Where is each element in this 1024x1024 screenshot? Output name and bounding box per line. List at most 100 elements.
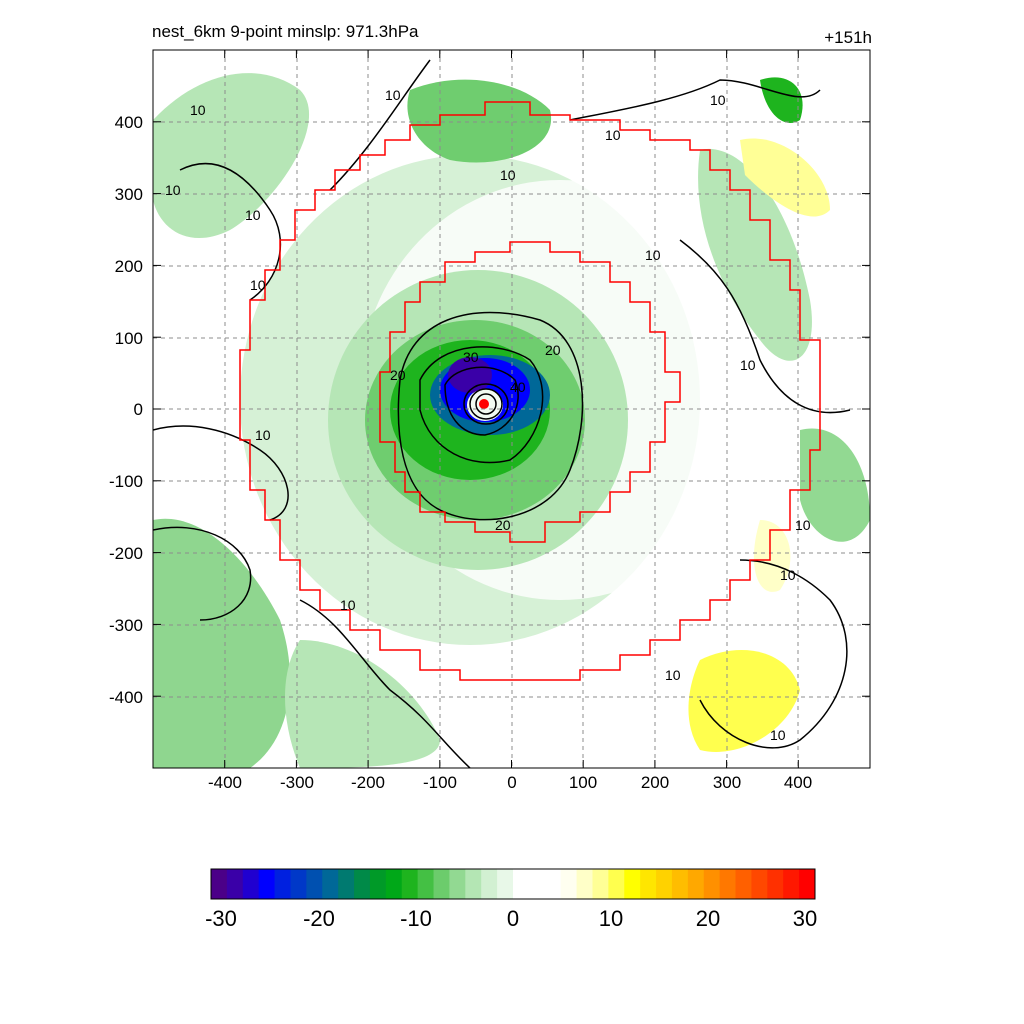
colorbar-swatch	[671, 869, 689, 899]
colorbar-tick-label: -10	[400, 906, 432, 931]
colorbar-swatch	[640, 869, 657, 899]
colorbar-swatch	[560, 869, 578, 899]
contour-label: 10	[795, 517, 811, 533]
colorbar-swatch	[735, 869, 752, 899]
colorbar-swatch	[211, 869, 228, 899]
colorbar-swatch	[226, 869, 244, 899]
outer-nest-boundary	[239, 101, 821, 681]
colorbar-tick-label: 10	[599, 906, 623, 931]
nest-boundaries	[239, 101, 821, 681]
contour-labels: 10 10 10 10 10 10 10 10 10 10 10 10 10 1…	[165, 87, 811, 743]
colorbar-swatch	[783, 869, 800, 899]
y-tick-label: 100	[115, 329, 143, 348]
contour-label: 10	[770, 727, 786, 743]
colorbar-tick-label: 30	[793, 906, 817, 931]
colorbar-swatch	[719, 869, 737, 899]
contour-10-east	[679, 239, 851, 414]
contour-10-north	[329, 59, 431, 191]
x-tick-label: 300	[713, 773, 741, 792]
contour-label: 40	[510, 379, 526, 395]
colorbar-swatch	[449, 869, 466, 899]
y-tick-label: 300	[115, 185, 143, 204]
contour-label: 20	[390, 367, 406, 383]
eye-contour-2	[469, 388, 503, 420]
eye-contour-3	[475, 393, 497, 415]
contour-10-northeast	[569, 79, 821, 121]
colorbar-swatch	[656, 869, 673, 899]
x-tick-label: 400	[784, 773, 812, 792]
northeast-dark-green-patch	[760, 77, 803, 124]
inner-nest-boundary	[379, 241, 681, 543]
y-tick-label: -100	[109, 472, 143, 491]
colorbar-swatch	[608, 869, 625, 899]
contour-10-west	[153, 425, 289, 521]
contour-label: 10	[190, 102, 206, 118]
southeast-yellow-patch	[688, 650, 800, 752]
colorbar-tick-label: 20	[696, 906, 720, 931]
contour-label: 10	[250, 277, 266, 293]
colorbar-frame	[210, 868, 816, 900]
colorbar-swatch	[497, 869, 514, 899]
colorbar-swatch	[687, 869, 705, 899]
x-tick-label: -100	[423, 773, 457, 792]
storm-center-marker	[479, 399, 489, 409]
contour-label: 10	[740, 357, 756, 373]
contour-40	[444, 366, 519, 436]
colorbar-tick-label: -20	[303, 906, 335, 931]
colorbar-swatch	[799, 869, 816, 899]
contour-label: 10	[605, 127, 621, 143]
x-axis-labels: -400 -300 -200 -100 0 100 200 300 400	[208, 773, 812, 792]
colorbar-swatch	[703, 869, 721, 899]
lead-time-label: +151h	[824, 28, 872, 47]
colorbar-swatch	[338, 869, 355, 899]
colorbar-swatch	[433, 869, 450, 899]
contour-label: 20	[545, 342, 561, 358]
east-green-patch	[800, 428, 870, 542]
y-tick-label: 0	[134, 400, 143, 419]
colorbar-swatch	[369, 869, 387, 899]
colorbar-swatch	[767, 869, 784, 899]
contour-label: 10	[340, 597, 356, 613]
eye-contour-1	[463, 383, 509, 425]
colorbar-swatch	[513, 869, 530, 899]
colorbar-swatch	[751, 869, 768, 899]
colorbar-swatch	[242, 869, 260, 899]
colorbar-swatch	[417, 869, 435, 899]
contour-lines	[153, 59, 851, 768]
northeast-yellow-patch	[740, 138, 830, 217]
colorbar-swatch	[544, 869, 562, 899]
contour-label: 10	[710, 92, 726, 108]
colorbar-swatch	[322, 869, 339, 899]
northwest-green-patch	[153, 73, 310, 239]
axis-ticks	[153, 50, 870, 768]
x-tick-label: -300	[280, 773, 314, 792]
northeast-green-patch	[698, 148, 812, 361]
west-green-patch	[153, 518, 290, 768]
contour-30	[419, 346, 544, 464]
y-tick-label: -300	[109, 616, 143, 635]
colorbar-swatch	[624, 869, 641, 899]
colorbar-tick-label: -30	[205, 906, 237, 931]
colorbar-swatch	[576, 869, 593, 899]
colorbar-tick-label: 0	[507, 906, 519, 931]
contour-10-south	[299, 599, 471, 768]
y-tick-label: 400	[115, 113, 143, 132]
colorbar-swatch	[401, 869, 419, 899]
contour-label: 30	[463, 349, 479, 365]
y-tick-label: 200	[115, 257, 143, 276]
contour-label: 10	[165, 182, 181, 198]
x-tick-label: -200	[351, 773, 385, 792]
colorbar-swatch	[528, 869, 546, 899]
colorbar-swatch	[354, 869, 371, 899]
contour-label: 20	[495, 517, 511, 533]
colorbar-swatch	[481, 869, 498, 899]
colorbar-swatch	[592, 869, 609, 899]
contour-label: 10	[255, 427, 271, 443]
shaded-field	[153, 73, 870, 768]
y-tick-label: -200	[109, 544, 143, 563]
x-tick-label: -400	[208, 773, 242, 792]
plot-title: nest_6km 9-point minslp: 971.3hPa	[152, 22, 419, 41]
colorbar-labels: -30 -20 -10 0 10 20 30	[205, 906, 817, 931]
contour-20-outer	[397, 311, 584, 521]
colorbar-swatch	[274, 869, 291, 899]
